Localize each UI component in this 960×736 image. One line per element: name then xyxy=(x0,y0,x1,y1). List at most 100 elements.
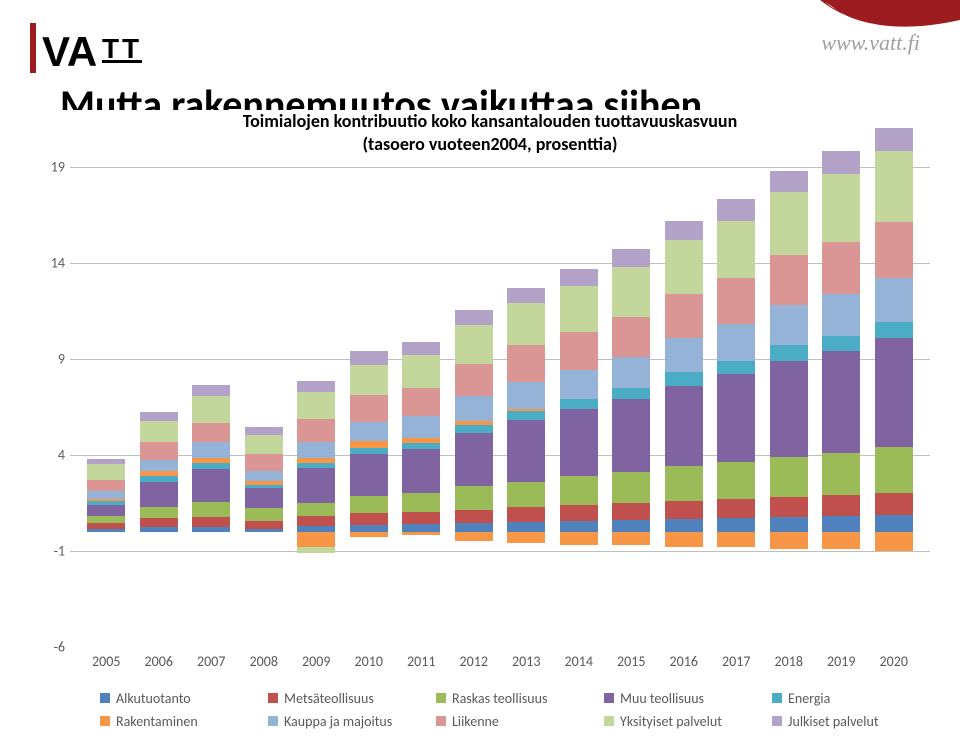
bar-segment-negative xyxy=(297,532,335,547)
bar-segment xyxy=(192,442,230,457)
x-tick-label: 2017 xyxy=(717,653,755,670)
legend-label: Raskas teollisuus xyxy=(452,690,547,707)
bar-segment xyxy=(612,503,650,520)
svg-text:T: T xyxy=(102,33,119,64)
bar-segment xyxy=(822,336,860,351)
bar-segment xyxy=(717,278,755,324)
bar-segment xyxy=(507,382,545,409)
bar-segment xyxy=(140,471,178,476)
bar-segment xyxy=(770,345,808,360)
bar-segment xyxy=(245,471,283,481)
y-tick-label: 9 xyxy=(40,350,65,367)
bar-segment xyxy=(192,385,230,397)
legend-swatch xyxy=(268,693,278,703)
bar-segment xyxy=(87,501,125,505)
y-tick-label: -6 xyxy=(40,638,65,655)
bar-segment xyxy=(140,518,178,527)
bar-segment xyxy=(612,520,650,532)
bar-column xyxy=(192,167,230,647)
bar-segment xyxy=(665,338,703,373)
bar-segment xyxy=(297,458,335,464)
bar-segment xyxy=(402,388,440,417)
bar-segment xyxy=(192,458,230,464)
bar-segment xyxy=(770,255,808,305)
chart-container: Toimialojen kontribuutio koko kansantalo… xyxy=(40,110,940,726)
bar-segment xyxy=(350,422,388,441)
legend-item: Julkiset palvelut xyxy=(772,713,912,730)
x-tick-label: 2014 xyxy=(560,653,598,670)
y-tick-label: -1 xyxy=(40,542,65,559)
bar-segment xyxy=(507,303,545,345)
bar-segment xyxy=(350,448,388,454)
legend-swatch xyxy=(436,716,446,726)
bar-column xyxy=(665,167,703,647)
legend-label: Yksityiset palvelut xyxy=(620,713,722,730)
bar-segment xyxy=(455,310,493,325)
x-tick-label: 2013 xyxy=(507,653,545,670)
bar-segment xyxy=(297,442,335,457)
bar-segment xyxy=(507,522,545,532)
legend-row: RakentaminenKauppa ja majoitusLiikenneYk… xyxy=(100,713,920,730)
bar-segment xyxy=(350,513,388,525)
x-tick-label: 2020 xyxy=(875,653,913,670)
bar-segment xyxy=(875,128,913,151)
bar-segment xyxy=(822,516,860,531)
bar-segment-negative xyxy=(560,532,598,545)
legend-swatch xyxy=(772,693,782,703)
bar-segment xyxy=(455,523,493,532)
bar-segment xyxy=(245,521,283,529)
legend-item: Raskas teollisuus xyxy=(436,690,576,707)
bar-segment xyxy=(297,516,335,526)
legend: AlkutuotantoMetsäteollisuusRaskas teolli… xyxy=(100,690,920,730)
bar-segment xyxy=(350,351,388,364)
bar-segment xyxy=(612,399,650,472)
bar-segment xyxy=(665,240,703,294)
bar-segment xyxy=(297,468,335,503)
bar-segment xyxy=(402,438,440,444)
bar-segment xyxy=(402,416,440,437)
bar-segment xyxy=(717,361,755,374)
bar-segment xyxy=(192,502,230,517)
bar-segment xyxy=(560,332,598,370)
y-tick-label: 4 xyxy=(40,446,65,463)
legend-item: Muu teollisuus xyxy=(604,690,744,707)
bar-segment xyxy=(455,425,493,433)
bar-segment xyxy=(717,199,755,220)
bar-segment xyxy=(822,294,860,336)
bar-segment xyxy=(350,496,388,513)
bar-segment xyxy=(665,294,703,338)
legend-label: Julkiset palvelut xyxy=(788,713,879,730)
bar-segment-negative xyxy=(822,532,860,549)
legend-label: Rakentaminen xyxy=(116,713,198,730)
bar-segment xyxy=(192,463,230,469)
bar-segment xyxy=(875,493,913,515)
legend-swatch xyxy=(100,716,110,726)
legend-swatch xyxy=(604,716,614,726)
bar-segment xyxy=(560,286,598,332)
bar-segment xyxy=(297,463,335,468)
bar-segment xyxy=(297,381,335,393)
bar-segment xyxy=(455,325,493,363)
bar-column xyxy=(350,167,388,647)
bar-segment xyxy=(822,453,860,495)
bar-segment xyxy=(560,521,598,532)
bar-segment xyxy=(770,192,808,255)
bar-segment xyxy=(560,409,598,476)
legend-swatch xyxy=(100,693,110,703)
bar-segment xyxy=(875,338,913,447)
bar-segment xyxy=(245,488,283,507)
bar-segment xyxy=(665,372,703,385)
legend-swatch xyxy=(436,693,446,703)
bar-segment xyxy=(665,386,703,467)
header-swoosh xyxy=(820,0,960,85)
y-tick-label: 14 xyxy=(40,254,65,271)
bars-group xyxy=(80,167,920,647)
plot-area: -6-1491419 xyxy=(70,167,930,647)
bar-segment xyxy=(665,519,703,531)
bar-segment xyxy=(245,427,283,435)
svg-text:VA: VA xyxy=(42,28,97,75)
bar-segment xyxy=(770,361,808,457)
bar-segment xyxy=(192,527,230,532)
legend-item: Alkutuotanto xyxy=(100,690,240,707)
bar-segment xyxy=(402,443,440,449)
